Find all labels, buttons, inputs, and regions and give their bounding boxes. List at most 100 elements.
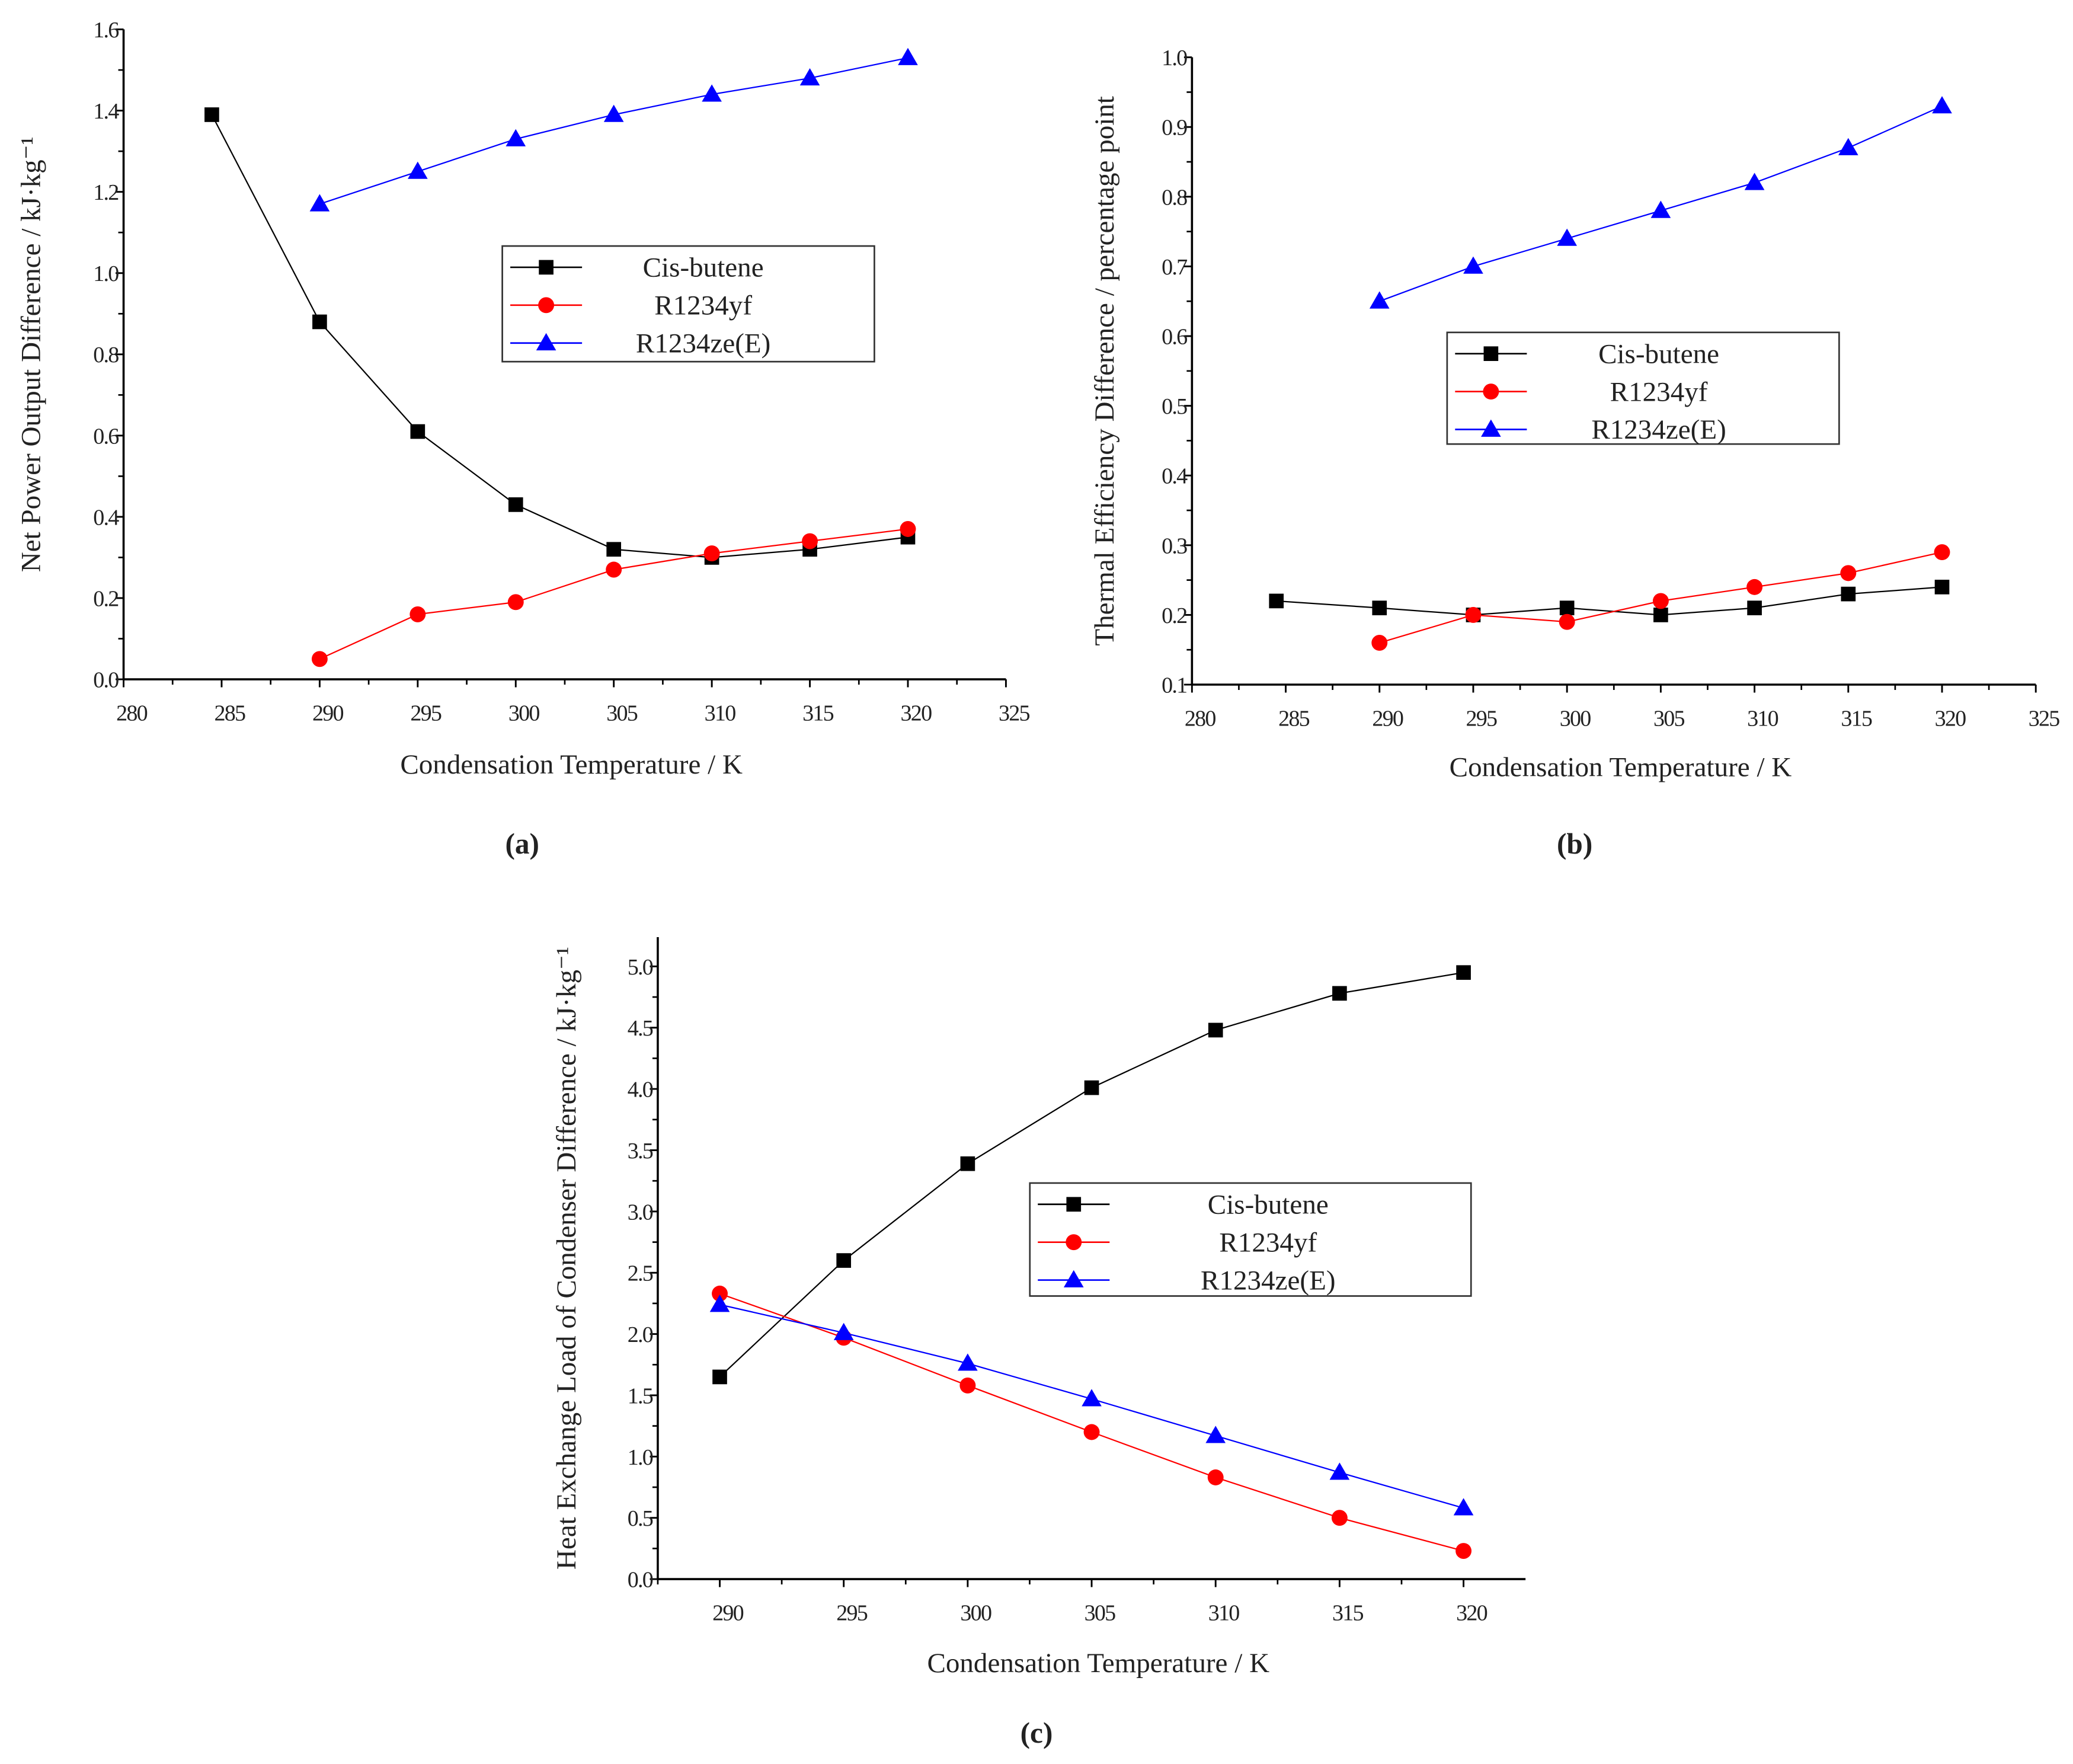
data-point — [1205, 1426, 1226, 1443]
x-tick-label: 325 — [2029, 707, 2060, 731]
y-tick-label: 0.8 — [1162, 185, 1187, 210]
legend-label: R1234ze(E) — [1591, 414, 1726, 445]
legend-label: R1234yf — [1610, 376, 1708, 407]
legend-marker — [1066, 1197, 1082, 1212]
y-tick-label: 0.5 — [628, 1506, 653, 1531]
x-tick-label: 315 — [1332, 1601, 1364, 1626]
series-line — [211, 114, 908, 558]
data-point — [1329, 1462, 1350, 1480]
y-tick-label: 0.2 — [1162, 603, 1186, 628]
data-point — [508, 497, 523, 512]
data-point — [1559, 613, 1575, 630]
chart-b-thermal-efficiency: 280 285 290 295 300 305 310 315 320 325 0.1 0.2 0.3 0… — [1089, 46, 2061, 860]
data-point — [204, 107, 219, 122]
data-point — [312, 314, 327, 330]
y-tick-label: 2.0 — [628, 1322, 653, 1347]
legend-marker — [1483, 384, 1499, 400]
data-point — [1557, 228, 1577, 246]
data-point — [1332, 986, 1347, 1001]
data-point — [1934, 580, 1950, 595]
y-tick-label: 2.5 — [628, 1261, 653, 1286]
x-axis-label: Condensation Temperature / K — [1450, 752, 1792, 783]
series-r1234ze-e- — [709, 1295, 1474, 1516]
data-point — [1650, 200, 1671, 218]
data-point — [1934, 544, 1950, 561]
y-axis-label: Net Power Output Difference / kJ·kg⁻¹ — [15, 136, 46, 572]
x-tick-label: 280 — [1185, 707, 1216, 731]
x-tick-label: 280 — [116, 701, 148, 726]
y-tick-label: 0.2 — [93, 586, 118, 611]
x-tick-label: 310 — [1747, 707, 1778, 731]
x-tick-label: 300 — [960, 1601, 991, 1626]
y-tick-label: 1.0 — [93, 261, 119, 286]
y-tick-label: 0.1 — [1162, 673, 1186, 698]
data-point — [1372, 600, 1387, 615]
x-tick-label: 315 — [802, 701, 834, 726]
data-point — [309, 194, 330, 212]
legend-marker — [536, 333, 556, 351]
chart-c-heat-exchange-load: 290 295 300 305 310 315 320 0.0 0.5 1.0 1.5 2.0 2.5 3… — [551, 937, 1526, 1749]
data-point — [900, 521, 916, 537]
data-point — [1456, 965, 1471, 980]
data-point — [1747, 600, 1762, 615]
figure-caption: (c) — [1020, 1717, 1053, 1749]
data-point — [606, 561, 622, 578]
legend-label: R1234ze(E) — [1201, 1265, 1335, 1296]
legend-marker — [1483, 346, 1499, 362]
legend-label: Cis-butene — [643, 253, 764, 283]
y-tick-label: 0.4 — [93, 505, 119, 530]
data-point — [410, 424, 426, 439]
data-point — [408, 161, 428, 179]
data-point — [1331, 1510, 1348, 1526]
data-point — [1652, 593, 1669, 609]
x-tick-label: 315 — [1841, 707, 1872, 731]
y-tick-label: 1.5 — [628, 1383, 653, 1408]
y-tick-label: 0.6 — [1162, 324, 1187, 349]
data-point — [606, 542, 622, 557]
data-point — [506, 129, 526, 146]
data-point — [1453, 1498, 1474, 1516]
x-tick-label: 295 — [1466, 707, 1498, 731]
series-line — [719, 1303, 1464, 1509]
x-tick-label: 295 — [836, 1601, 868, 1626]
legend-marker — [1481, 419, 1501, 437]
data-point — [712, 1285, 728, 1302]
data-point — [1455, 1543, 1472, 1559]
data-point — [1083, 1424, 1100, 1440]
series-line — [319, 57, 908, 205]
series-r1234yf — [311, 521, 916, 667]
legend-label: R1234yf — [654, 290, 752, 321]
y-tick-label: 3.5 — [628, 1139, 653, 1164]
legend-box — [1029, 1182, 1472, 1297]
y-tick-label: 0.8 — [93, 343, 119, 368]
legend: Cis-butene R1234yf R1234ze(E) — [501, 245, 875, 363]
x-tick-label: 320 — [1935, 707, 1966, 731]
x-tick-label: 320 — [1456, 1601, 1487, 1626]
y-tick-label: 0.0 — [628, 1568, 653, 1593]
data-point — [1746, 579, 1763, 595]
data-point — [960, 1156, 975, 1171]
x-tick-label: 305 — [1653, 707, 1685, 731]
data-point — [603, 104, 624, 122]
data-point — [802, 533, 818, 549]
data-point — [1841, 586, 1856, 602]
data-point — [712, 1369, 727, 1385]
data-point — [1082, 1389, 1102, 1407]
y-tick-label: 0.0 — [93, 668, 119, 693]
series-line — [719, 972, 1464, 1378]
data-point — [1371, 635, 1388, 651]
series-r1234ze-e- — [1369, 96, 1952, 309]
y-tick-label: 1.0 — [1162, 46, 1187, 71]
y-tick-label: 3.0 — [628, 1200, 653, 1225]
legend-label: R1234yf — [1219, 1227, 1317, 1258]
x-tick-label: 320 — [901, 701, 932, 726]
series-line — [719, 1293, 1464, 1552]
x-tick-label: 285 — [215, 701, 246, 726]
series-r1234yf — [1371, 544, 1950, 651]
data-point — [703, 545, 720, 562]
data-point — [799, 68, 820, 86]
legend-label: R1234ze(E) — [636, 328, 770, 359]
legend-marker — [1066, 1234, 1082, 1251]
data-point — [833, 1322, 854, 1340]
series-r1234ze-e- — [309, 47, 918, 212]
